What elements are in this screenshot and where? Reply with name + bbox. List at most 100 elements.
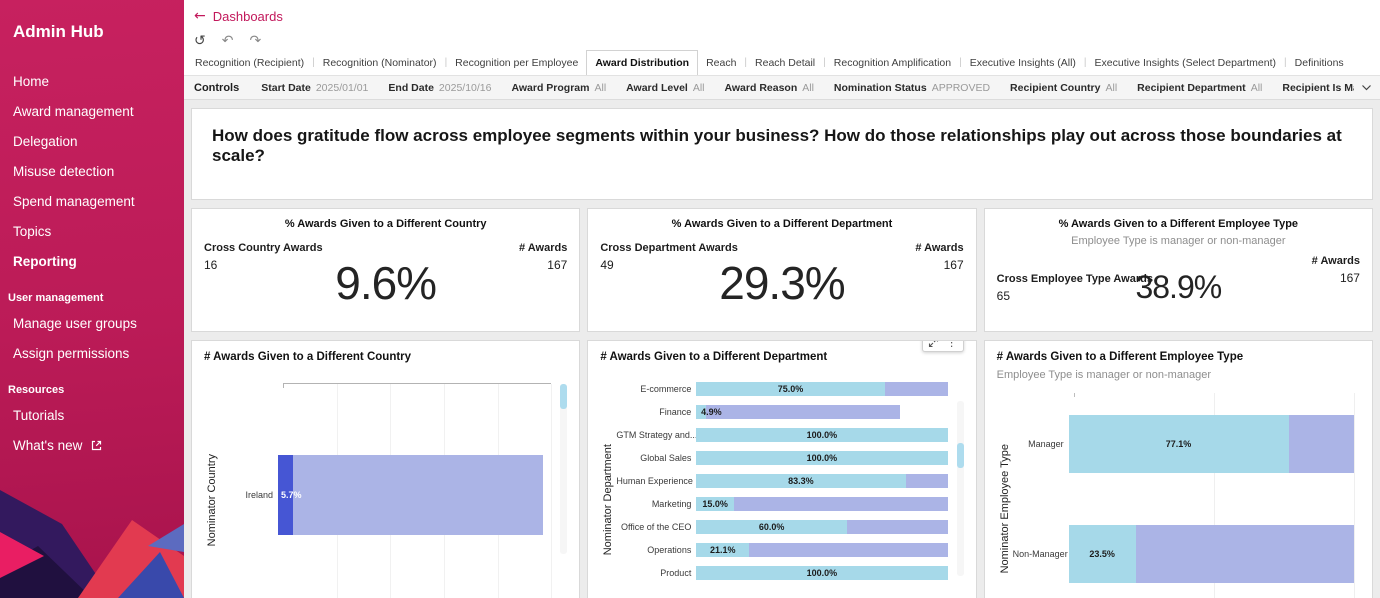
sidebar-item-reporting[interactable]: Reporting bbox=[13, 253, 77, 269]
bar-segment-cross[interactable] bbox=[696, 565, 948, 580]
bar-segment-cross[interactable] bbox=[696, 404, 707, 419]
bar-value-label: 5.7% bbox=[281, 490, 302, 500]
bar-segment-cross[interactable] bbox=[696, 519, 848, 534]
kpi-right-stat: # Awards 167 bbox=[1312, 255, 1360, 285]
chart-scrollbar[interactable] bbox=[560, 384, 568, 554]
kpi-left-stat: Cross Country Awards 16 bbox=[204, 242, 323, 272]
bar-value-label: 21.1% bbox=[710, 544, 736, 555]
bar-segment-cross[interactable] bbox=[696, 496, 735, 511]
sidebar-item-spend-management[interactable]: Spend management bbox=[13, 193, 135, 209]
filter-value: All bbox=[802, 81, 814, 94]
filter-recipient-is-manager[interactable]: Recipient Is ManagerAll bbox=[1282, 82, 1354, 94]
breadcrumb-link[interactable]: Dashboards bbox=[212, 8, 283, 24]
bar-value-label: 100.0% bbox=[806, 429, 838, 440]
category-label: Global Sales bbox=[640, 452, 692, 463]
chart-row: Manager 77.1% bbox=[1013, 389, 1360, 499]
redo-icon[interactable]: ↷ bbox=[249, 33, 262, 49]
tab-reach[interactable]: Reach bbox=[706, 56, 737, 69]
filter-recipient-country[interactable]: Recipient Country All bbox=[1010, 82, 1117, 94]
tab-definitions[interactable]: Definitions bbox=[1294, 56, 1344, 69]
kpi-left-value: 16 bbox=[204, 258, 218, 272]
kpi-right-stat: # Awards 167 bbox=[915, 242, 963, 272]
main-area: ← Dashboards ↺ ↶ ↷ Recognition (Recipien… bbox=[184, 0, 1380, 598]
tab-recognition-amplification[interactable]: Recognition Amplification bbox=[833, 56, 952, 69]
bar-segment-same[interactable] bbox=[884, 381, 948, 396]
bar-track: 21.1% bbox=[696, 538, 948, 561]
bar-segment-same[interactable] bbox=[706, 404, 900, 419]
charts-row: # Awards Given to a Different Country No… bbox=[191, 340, 1373, 598]
controls-bar: Controls Start Date 2025/01/01 End Date 202… bbox=[184, 76, 1380, 100]
sidebar-item-award-management[interactable]: Award management bbox=[13, 103, 134, 119]
bar-track: 100.0% bbox=[696, 561, 948, 584]
bar-segment-cross[interactable] bbox=[278, 455, 294, 535]
filter-value: 2025/10/16 bbox=[438, 81, 492, 94]
chart-scrollbar[interactable] bbox=[956, 401, 964, 576]
sidebar-item-what-s-new[interactable]: What's new bbox=[0, 430, 184, 460]
bar-segment-cross[interactable] bbox=[696, 381, 885, 396]
bar-segment-cross[interactable] bbox=[696, 473, 906, 488]
tab-separator: | bbox=[823, 57, 826, 68]
tab-reach-detail[interactable]: Reach Detail bbox=[755, 56, 816, 69]
kpi-subtitle: Employee Type is manager or non-manager bbox=[1071, 235, 1286, 247]
tab-executive-insights-select-department[interactable]: Executive Insights (Select Department) bbox=[1094, 56, 1277, 69]
sidebar-item-tutorials[interactable]: Tutorials bbox=[0, 400, 184, 430]
x-axis bbox=[1073, 393, 1355, 598]
sidebar-sections: User management Manage user groups Assign … bbox=[0, 276, 184, 460]
scrollbar-thumb[interactable] bbox=[956, 443, 964, 468]
tab-award-distribution[interactable]: Award Distribution bbox=[586, 50, 699, 75]
chart-plot: Nominator Employee Type Manager 77.1% Non-… bbox=[997, 389, 1360, 598]
chart-row: GTM Strategy and... 100.0% bbox=[616, 423, 963, 446]
filter-end-date[interactable]: End Date 2025/10/16 bbox=[388, 82, 491, 94]
sidebar-artwork bbox=[0, 490, 184, 598]
bar-segment-cross[interactable] bbox=[696, 427, 948, 442]
chart-row: Office of the CEO 60.0% bbox=[616, 515, 963, 538]
expand-icon[interactable] bbox=[926, 341, 942, 350]
filter-award-reason[interactable]: Award Reason All bbox=[725, 82, 814, 94]
bar-segment-cross[interactable] bbox=[696, 542, 750, 557]
bar-segment-same[interactable] bbox=[734, 496, 948, 511]
filter-award-program[interactable]: Award Program All bbox=[511, 82, 606, 94]
bar-segment-same[interactable] bbox=[749, 542, 948, 557]
category-label: Non-Manager bbox=[1012, 549, 1068, 559]
sidebar-item-label: Manage user groups bbox=[13, 315, 137, 331]
sidebar-item-delegation[interactable]: Delegation bbox=[13, 133, 78, 149]
bar-segment-cross[interactable] bbox=[1068, 415, 1289, 473]
filter-nomination-status[interactable]: Nomination Status APPROVED bbox=[834, 82, 990, 94]
filter-award-level[interactable]: Award Level All bbox=[626, 82, 704, 94]
filter-start-date[interactable]: Start Date 2025/01/01 bbox=[261, 82, 368, 94]
bar-segment-same[interactable] bbox=[847, 519, 948, 534]
sidebar-item-assign-permissions[interactable]: Assign permissions bbox=[0, 338, 184, 368]
reset-icon[interactable]: ↺ bbox=[194, 33, 206, 49]
sidebar-item-manage-user-groups[interactable]: Manage user groups bbox=[0, 308, 184, 338]
sidebar-item-misuse-detection[interactable]: Misuse detection bbox=[13, 163, 115, 179]
bar-segment-same[interactable] bbox=[1135, 525, 1354, 583]
filter-recipient-department[interactable]: Recipient Department All bbox=[1137, 82, 1262, 94]
tab-recognition-recipient[interactable]: Recognition (Recipient) bbox=[195, 56, 305, 69]
chart-row: Marketing 15.0% bbox=[616, 492, 963, 515]
bar-segment-same[interactable] bbox=[293, 455, 544, 535]
tab-separator: | bbox=[744, 57, 748, 68]
chevron-down-icon[interactable] bbox=[1357, 82, 1372, 96]
bar-segment-same[interactable] bbox=[1288, 415, 1354, 473]
bar-segment-cross[interactable] bbox=[1068, 525, 1136, 583]
bar-track: 100.0% bbox=[696, 423, 948, 446]
sidebar-item-label: Assign permissions bbox=[13, 345, 130, 361]
chart-row: Human Experience 83.3% bbox=[616, 469, 963, 492]
sidebar-item-home[interactable]: Home bbox=[13, 73, 50, 89]
undo-icon[interactable]: ↶ bbox=[221, 33, 234, 49]
back-arrow-icon[interactable]: ← bbox=[194, 8, 206, 24]
bar-segment-cross[interactable] bbox=[696, 450, 948, 465]
tab-recognition-per-employee[interactable]: Recognition per Employee bbox=[455, 56, 579, 69]
tab-executive-insights-all[interactable]: Executive Insights (All) bbox=[969, 56, 1076, 69]
scrollbar-thumb[interactable] bbox=[560, 384, 568, 409]
history-controls: ↺ ↶ ↷ bbox=[184, 24, 1380, 50]
chart-row: Product 100.0% bbox=[616, 561, 963, 584]
controls-title: Controls bbox=[194, 81, 240, 94]
tab-recognition-nominator[interactable]: Recognition (Nominator) bbox=[322, 56, 437, 69]
bar-value-label: 4.9% bbox=[701, 406, 722, 417]
filter-label: Start Date bbox=[261, 81, 311, 94]
bar-segment-same[interactable] bbox=[905, 473, 948, 488]
sidebar-item-topics[interactable]: Topics bbox=[13, 223, 52, 239]
dashboard-question: How does gratitude flow across employee … bbox=[212, 126, 1342, 165]
kebab-menu-icon[interactable]: ⋮ bbox=[946, 340, 958, 349]
